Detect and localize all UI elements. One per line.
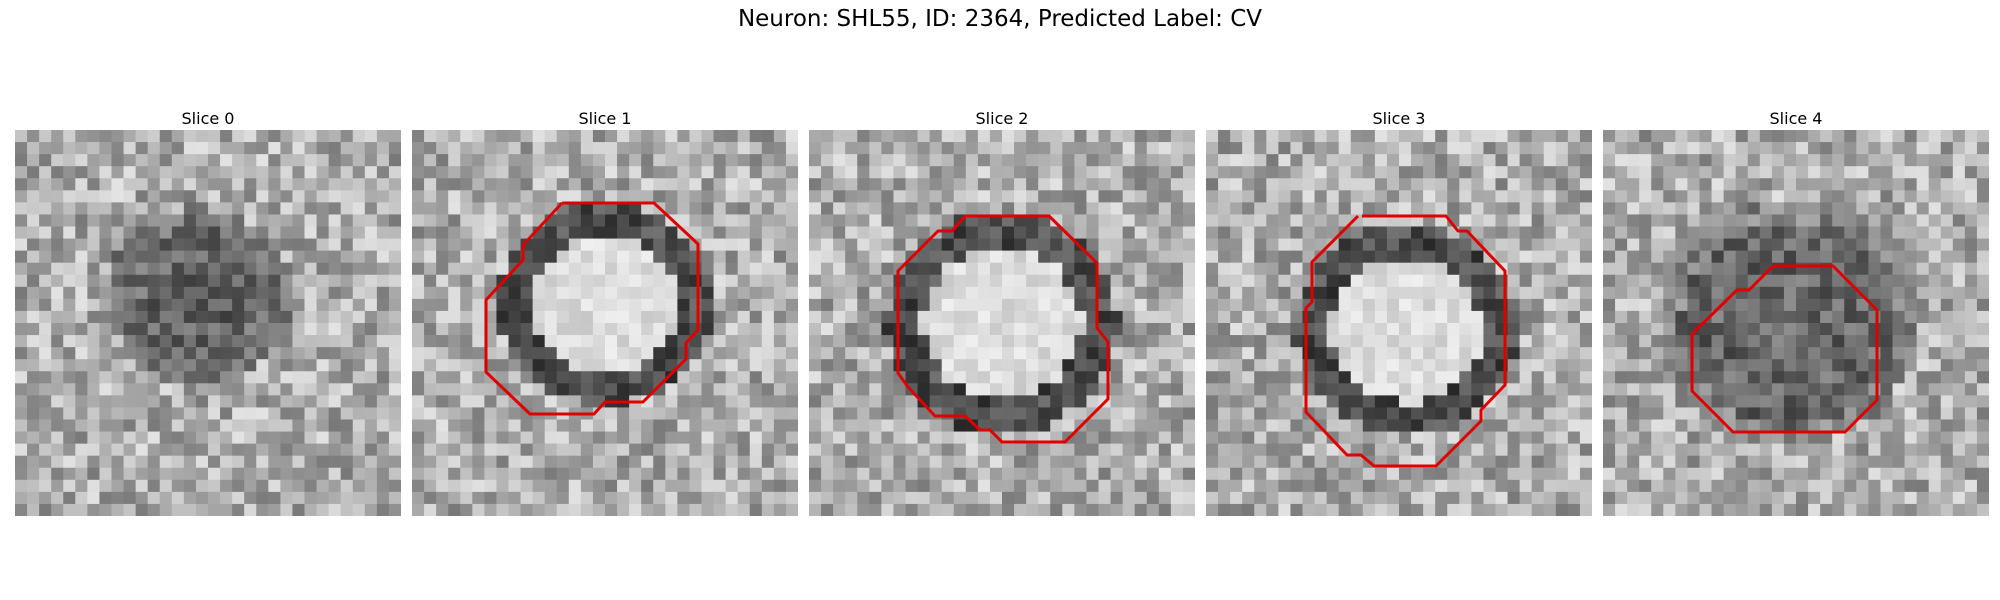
slice-image: [412, 130, 798, 516]
slice-image: [15, 130, 401, 516]
slice-title: Slice 3: [1372, 109, 1426, 128]
slice-panel-4: Slice 4: [1603, 108, 1989, 516]
slice-panel-0: Slice 0: [15, 108, 401, 516]
slice-panel-3: Slice 3: [1206, 108, 1592, 516]
slice-image: [1603, 130, 1989, 516]
slice-title: Slice 0: [181, 109, 235, 128]
segmentation-outline: [1304, 214, 1507, 468]
slice-image: [1206, 130, 1592, 516]
slice-title: Slice 2: [975, 109, 1029, 128]
segmentation-outline: [896, 214, 1110, 444]
slice-title: Slice 4: [1769, 109, 1823, 128]
slice-panel-2: Slice 2: [809, 108, 1195, 516]
segmentation-outline: [484, 201, 700, 416]
slice-panel-1: Slice 1: [412, 108, 798, 516]
segmentation-outline: [1690, 264, 1879, 434]
slice-image: [809, 130, 1195, 516]
figure-title: Neuron: SHL55, ID: 2364, Predicted Label…: [737, 6, 1263, 32]
slice-title: Slice 1: [578, 109, 632, 128]
